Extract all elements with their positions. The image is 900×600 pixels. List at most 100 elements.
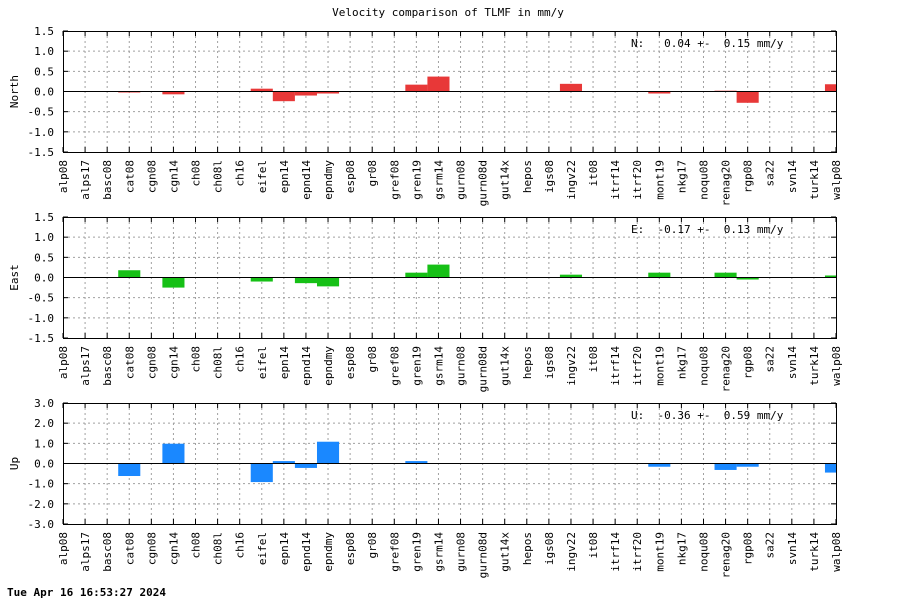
x-tick-label: ch16: [234, 160, 247, 187]
x-tick-label: svn14: [786, 346, 799, 379]
bar-eifel: [250, 463, 273, 483]
bar-gren19: [405, 84, 428, 92]
x-tick-label: cgn14: [167, 346, 180, 379]
x-tick-label: rgp08: [742, 160, 755, 193]
timestamp: Tue Apr 16 16:53:27 2024: [7, 586, 166, 599]
x-tick-label: alp08: [57, 532, 70, 565]
x-tick-label: gurn08: [455, 532, 468, 572]
x-tick-label: nkg17: [675, 346, 688, 379]
x-tick-label: cgn08: [145, 160, 158, 193]
x-tick-label: esp08: [344, 532, 357, 565]
x-tick-label: epnd14: [300, 532, 313, 572]
bar-walp08: [824, 84, 836, 92]
bar-walp08: [824, 275, 836, 278]
x-tick-label: igs08: [543, 160, 556, 193]
y-tick-label: -3.0: [28, 518, 55, 531]
bar-eifel: [250, 277, 273, 282]
x-tick-label: gr08: [366, 346, 379, 373]
x-tick-label: gsrm14: [432, 346, 445, 386]
x-tick-label: renag20: [720, 346, 733, 392]
x-tick-label: alps17: [79, 532, 92, 572]
x-tick-label: svn14: [786, 160, 799, 193]
y-tick-label: -0.5: [28, 106, 55, 119]
bar-gren19: [405, 272, 428, 278]
x-tick-label: gut14x: [499, 346, 512, 386]
y-axis-label: North: [8, 75, 21, 108]
x-tick-label: cgn08: [145, 532, 158, 565]
x-tick-label: alp08: [57, 160, 70, 193]
x-tick-label: epnd14: [300, 160, 313, 200]
y-tick-label: 1.0: [34, 45, 54, 58]
bar-epndmy: [316, 277, 340, 287]
x-tick-label: ch16: [234, 532, 247, 559]
x-tick-label: itrf20: [631, 160, 644, 200]
x-tick-label: sa22: [764, 160, 777, 187]
x-tick-label: cgn08: [145, 346, 158, 379]
x-tick-label: epndmy: [322, 346, 335, 386]
y-tick-label: 1.0: [34, 437, 54, 450]
x-tick-label: noqu08: [697, 532, 710, 572]
x-tick-label: ingv22: [565, 160, 578, 200]
bar-renag20: [714, 463, 737, 470]
x-tick-label: cgn14: [167, 160, 180, 193]
x-tick-label: epn14: [278, 160, 291, 193]
x-tick-label: eifel: [256, 160, 269, 193]
x-tick-label: gren19: [410, 346, 423, 386]
x-tick-label: hepos: [521, 160, 534, 193]
bar-mont19: [648, 463, 671, 467]
x-tick-label: epndmy: [322, 160, 335, 200]
x-tick-label: basc08: [101, 532, 114, 572]
x-tick-label: eifel: [256, 532, 269, 565]
y-tick-label: -1.5: [28, 332, 55, 345]
y-tick-label: -1.5: [28, 146, 55, 159]
bar-cgn14: [162, 91, 185, 95]
x-tick-label: turk14: [808, 160, 821, 200]
y-tick-label: -1.0: [28, 478, 55, 491]
x-tick-label: ch08l: [212, 532, 225, 565]
x-tick-label: it08: [587, 160, 600, 187]
x-tick-label: esp08: [344, 346, 357, 379]
x-tick-label: cat08: [123, 532, 136, 565]
x-tick-label: ch08: [190, 160, 203, 187]
y-tick-label: 0.0: [34, 272, 54, 285]
bar-epnd14: [294, 277, 317, 284]
x-tick-label: it08: [587, 346, 600, 373]
x-tick-label: epnd14: [300, 346, 313, 386]
x-tick-label: itrf14: [609, 532, 622, 572]
x-tick-label: cat08: [123, 160, 136, 193]
y-tick-label: -0.5: [28, 292, 55, 305]
y-axis-label: Up: [8, 457, 21, 470]
x-tick-label: sa22: [764, 532, 777, 559]
x-tick-label: nkg17: [675, 160, 688, 193]
y-tick-label: 1.0: [34, 231, 54, 244]
chart-title: Velocity comparison of TLMF in mm/y: [332, 6, 564, 19]
x-tick-label: hepos: [521, 532, 534, 565]
x-tick-label: walp08: [830, 532, 843, 572]
x-tick-label: gsrm14: [432, 160, 445, 200]
bar-gsrm14: [427, 264, 450, 278]
x-tick-label: mont19: [653, 532, 666, 572]
bar-cat08: [118, 463, 141, 477]
x-tick-label: rgp08: [742, 346, 755, 379]
x-tick-label: ch08l: [212, 346, 225, 379]
bar-cgn14: [162, 443, 185, 464]
bar-rgp08: [736, 277, 759, 280]
x-tick-label: it08: [587, 532, 600, 559]
bar-rgp08: [736, 463, 759, 467]
y-tick-label: -1.0: [28, 126, 55, 139]
x-tick-label: itrf14: [609, 160, 622, 200]
bar-walp08: [824, 463, 836, 473]
velocity-annotation: U: -0.36 +- 0.59 mm/y: [631, 409, 784, 422]
x-tick-label: gurn08: [455, 346, 468, 386]
x-tick-label: cat08: [123, 346, 136, 379]
x-tick-label: igs08: [543, 346, 556, 379]
x-tick-label: walp08: [830, 160, 843, 200]
x-tick-label: gurn08d: [477, 160, 490, 206]
y-tick-label: -2.0: [28, 498, 55, 511]
bar-ingv22: [559, 274, 583, 278]
bar-rgp08: [736, 91, 759, 103]
panel-north: -1.5 -1.0 -0.5 0.0 0.5 1.0 1.5 alp08 alps17 basc0…: [8, 25, 843, 206]
x-tick-label: eifel: [256, 346, 269, 379]
x-tick-label: gurn08d: [477, 346, 490, 392]
x-tick-label: gref08: [388, 532, 401, 572]
